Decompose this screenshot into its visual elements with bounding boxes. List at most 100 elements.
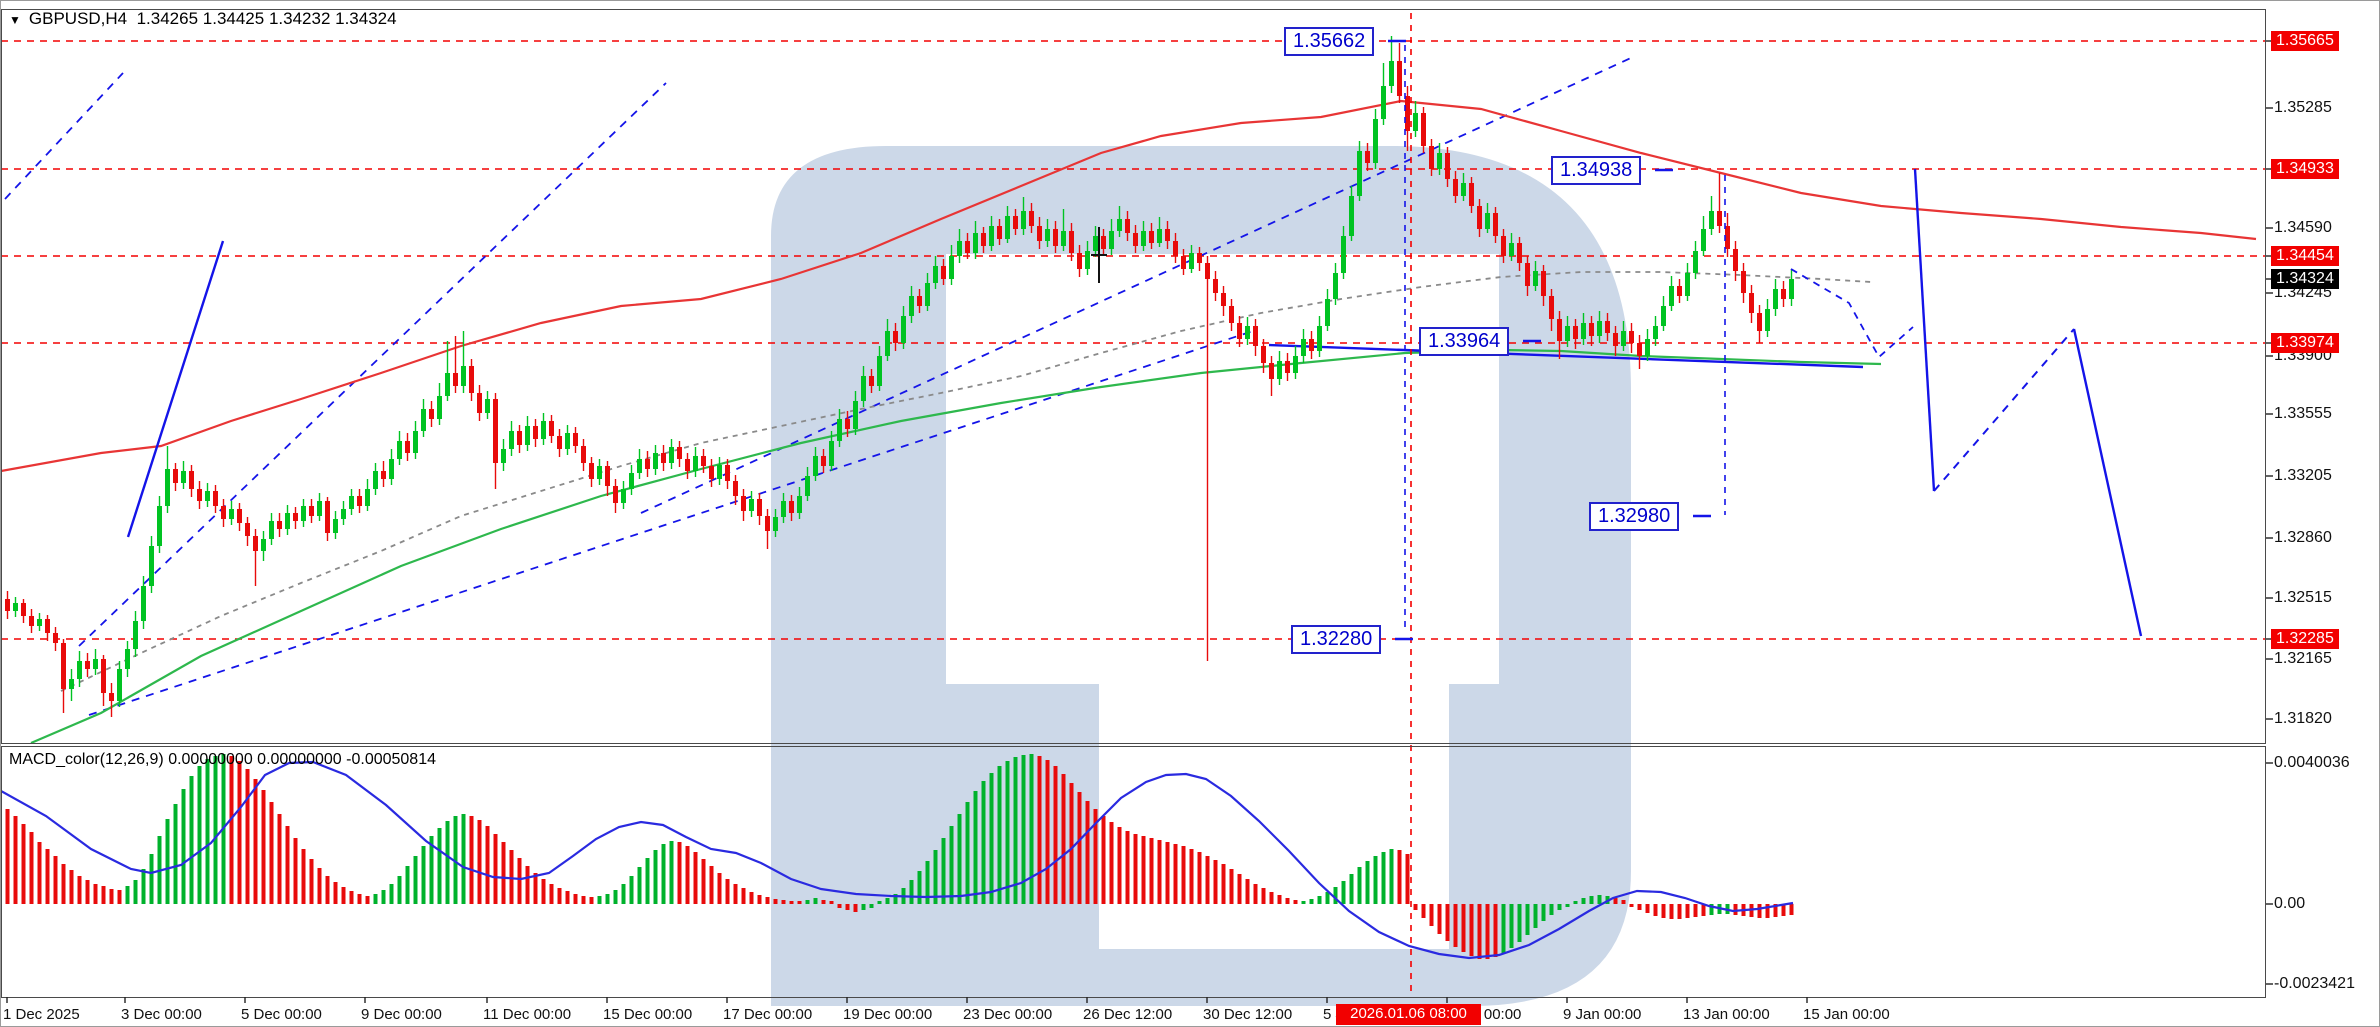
time-axis-label[interactable]: 3 Dec 00:00: [121, 1006, 202, 1023]
macd-signal-line: [1, 760, 1794, 960]
time-axis-label[interactable]: 30 Dec 12:00: [1203, 1006, 1293, 1023]
candle-bear: [381, 471, 386, 479]
candle-bull: [541, 421, 546, 439]
candle-bear: [53, 633, 58, 643]
candle-bear: [1477, 206, 1482, 229]
candle-bear: [85, 661, 90, 669]
candle-bear: [557, 436, 562, 449]
candle-bear: [1149, 231, 1154, 243]
price-callout-label[interactable]: 1.33964: [1419, 327, 1510, 356]
candle-bear: [1229, 306, 1234, 323]
candle-bear: [549, 421, 554, 436]
candle-bull: [797, 496, 802, 513]
symbol-dropdown-icon[interactable]: ▼: [9, 13, 21, 27]
time-axis-label[interactable]: 1 Dec 2025: [3, 1006, 80, 1023]
price-callout-label[interactable]: 1.32980: [1589, 502, 1680, 531]
candle-bull: [773, 517, 778, 531]
candle-bull: [1533, 271, 1538, 286]
macd-indicator-title: MACD_color(12,26,9) 0.00000000 0.0000000…: [9, 751, 436, 769]
broker-logo-watermark: [771, 146, 1631, 1006]
time-axis-label[interactable]: 26 Dec 12:00: [1083, 1006, 1173, 1023]
price-level-label: 1.34933: [2271, 159, 2339, 179]
candle-bull: [69, 679, 74, 689]
price-level-label: 1.35665: [2271, 31, 2339, 51]
candle-bear: [981, 233, 986, 246]
candle-bull: [1773, 289, 1778, 309]
candle-bear: [1421, 113, 1426, 146]
time-axis-label[interactable]: 15 Jan 00:00: [1803, 1006, 1890, 1023]
candle-bear: [1629, 331, 1634, 343]
candle-bull: [341, 509, 346, 519]
price-axis-label: 1.32165: [2274, 650, 2332, 667]
price-axis-label: 1.32860: [2274, 529, 2332, 546]
candle-bear: [253, 536, 258, 551]
candle-bear: [573, 433, 578, 446]
candle-bear: [1733, 249, 1738, 271]
candle-bear: [1573, 326, 1578, 339]
time-axis-label[interactable]: 19 Dec 00:00: [843, 1006, 933, 1023]
candle-bull: [389, 459, 394, 479]
trendline-dashed: [4, 72, 124, 200]
candle-bear: [309, 506, 314, 516]
candle-bull: [1709, 211, 1714, 229]
candle-bull: [693, 456, 698, 471]
candle-bull: [229, 509, 234, 519]
candle-bull: [1245, 326, 1250, 339]
price-callout-label[interactable]: 1.32280: [1291, 625, 1382, 654]
candle-bear: [1517, 243, 1522, 263]
time-axis-label[interactable]: 9 Dec 00:00: [361, 1006, 442, 1023]
chart-title: ▼ GBPUSD,H4 1.34265 1.34425 1.34232 1.343…: [9, 9, 397, 29]
candle-bear: [1309, 339, 1314, 351]
candle-bull: [509, 431, 514, 449]
candle-bear: [1213, 279, 1218, 293]
candle-bull: [909, 296, 914, 316]
candle-bear: [221, 506, 226, 519]
candle-bull: [1357, 151, 1362, 196]
ma-gray-dashed-line: [60, 271, 1872, 692]
candle-bull: [933, 266, 938, 283]
candle-bull: [781, 501, 786, 517]
candle-bull: [885, 331, 890, 356]
price-callout-label[interactable]: 1.34938: [1551, 156, 1642, 185]
candle-bull: [989, 226, 994, 246]
ohlc-values: 1.34265 1.34425 1.34232 1.34324: [136, 9, 397, 28]
time-axis-label[interactable]: 11 Dec 00:00: [483, 1006, 572, 1023]
time-axis-label[interactable]: 5 Dec 00:00: [241, 1006, 322, 1023]
candle-bull: [37, 619, 42, 626]
macd-indicator-values: 0.00000000 0.00000000 -0.00050814: [168, 751, 436, 768]
price-callout-label[interactable]: 1.35662: [1284, 27, 1375, 56]
candle-bear: [1173, 241, 1178, 256]
price-axis-label: 1.31820: [2274, 710, 2332, 727]
candle-bear: [477, 393, 482, 413]
candle-bull: [853, 401, 858, 429]
time-axis-label[interactable]: 23 Dec 00:00: [963, 1006, 1053, 1023]
candle-bull: [805, 476, 810, 496]
candle-bear: [1205, 263, 1210, 279]
time-axis-label[interactable]: 17 Dec 00:00: [723, 1006, 813, 1023]
candle-bear: [293, 513, 298, 521]
projection-solid-line: [1913, 168, 1936, 492]
candle-bull: [1597, 321, 1602, 336]
candle-bull: [1005, 216, 1010, 239]
projection-dashed-line: [1933, 328, 2075, 492]
candle-bull: [181, 471, 186, 483]
time-axis-label[interactable]: 9 Jan 00:00: [1563, 1006, 1642, 1023]
candle-bear: [1269, 363, 1274, 379]
candle-bull: [925, 283, 930, 306]
symbol-timeframe: GBPUSD,H4: [28, 9, 128, 28]
candle-bear: [1557, 319, 1562, 341]
candle-bear: [845, 419, 850, 429]
time-axis-label[interactable]: 13 Jan 00:00: [1683, 1006, 1770, 1023]
time-axis-label[interactable]: 15 Dec 00:00: [603, 1006, 693, 1023]
candle-bear: [1541, 271, 1546, 296]
candle-bear: [1285, 361, 1290, 373]
candle-bear: [173, 469, 178, 483]
candle-bear: [101, 659, 106, 693]
candle-bear: [613, 486, 618, 503]
candle-bull: [1021, 211, 1026, 229]
candle-bear: [941, 266, 946, 279]
macd-axis-label: 0.0040036: [2274, 754, 2350, 771]
candle-bear: [1125, 219, 1130, 233]
candle-bull: [365, 489, 370, 506]
